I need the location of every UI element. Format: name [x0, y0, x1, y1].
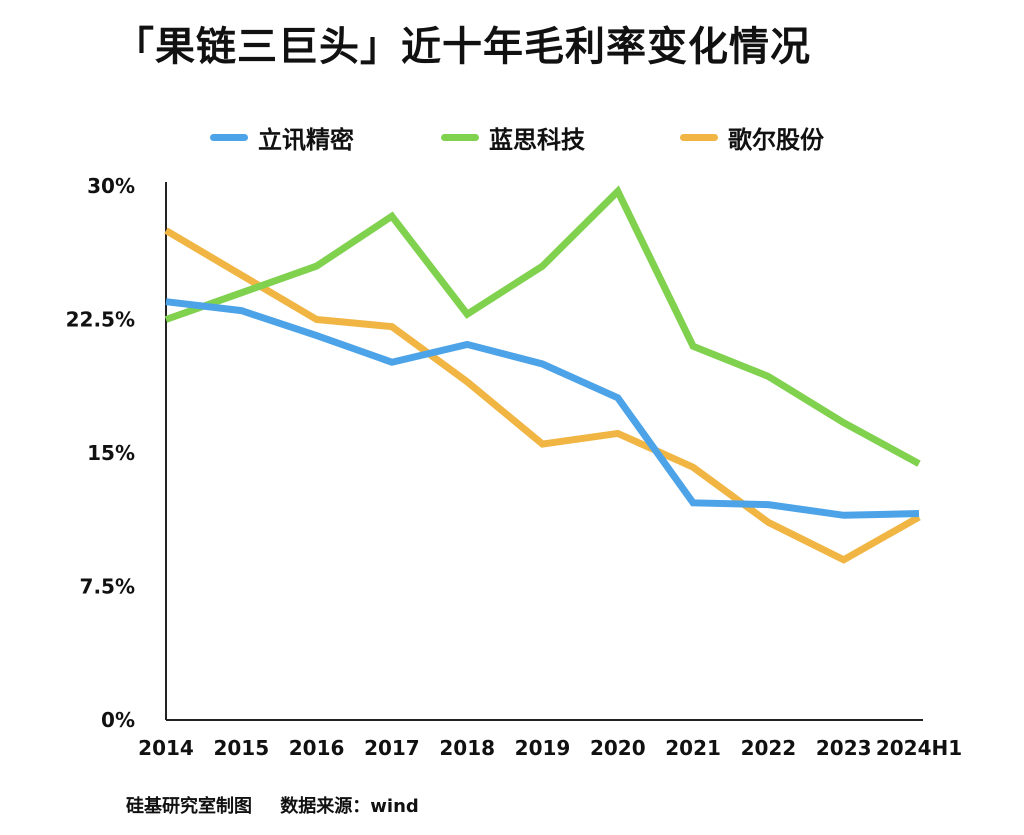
y-tick-label: 30% [87, 174, 135, 198]
chart-legend: 立讯精密 蓝思科技 歌尔股份 [0, 120, 1024, 160]
legend-swatch-luxshare [210, 134, 248, 141]
legend-label-luxshare: 立讯精密 [258, 126, 354, 154]
x-tick-label: 2016 [289, 736, 345, 760]
x-tick-label: 2023 [816, 736, 872, 760]
x-tick-label: 2017 [364, 736, 420, 760]
footer-source: 数据来源：wind [280, 796, 419, 817]
legend-item-goertek: 歌尔股份 [680, 120, 824, 155]
legend-swatch-lens [441, 134, 479, 141]
legend-label-goertek: 歌尔股份 [728, 126, 824, 154]
x-tick-label: 2019 [515, 736, 571, 760]
legend-swatch-goertek [680, 134, 718, 141]
y-tick-label: 0% [101, 708, 135, 732]
y-tick-label: 22.5% [66, 308, 135, 332]
x-tick-label: 2015 [213, 736, 269, 760]
x-tick-label: 2022 [741, 736, 797, 760]
x-tick-label: 2020 [590, 736, 646, 760]
y-tick-label: 15% [87, 441, 135, 465]
chart-footer: 硅基研究室制图 数据来源：wind [126, 792, 441, 818]
series-line-0 [165, 298, 920, 519]
legend-item-luxshare: 立讯精密 [210, 120, 354, 155]
y-tick-label: 7.5% [80, 575, 135, 599]
legend-item-lens: 蓝思科技 [441, 120, 585, 155]
chart-title: 「果链三巨头」近十年毛利率变化情况 [114, 24, 811, 70]
footer-maker: 硅基研究室制图 [126, 796, 252, 817]
x-tick-label: 2014 [138, 736, 194, 760]
x-tick-label: 2018 [439, 736, 495, 760]
x-tick-label: 2021 [665, 736, 721, 760]
series-line-1 [164, 185, 921, 467]
series-line-2 [164, 227, 921, 564]
legend-label-lens: 蓝思科技 [489, 126, 585, 154]
x-tick-label: 2024H1 [876, 736, 962, 760]
